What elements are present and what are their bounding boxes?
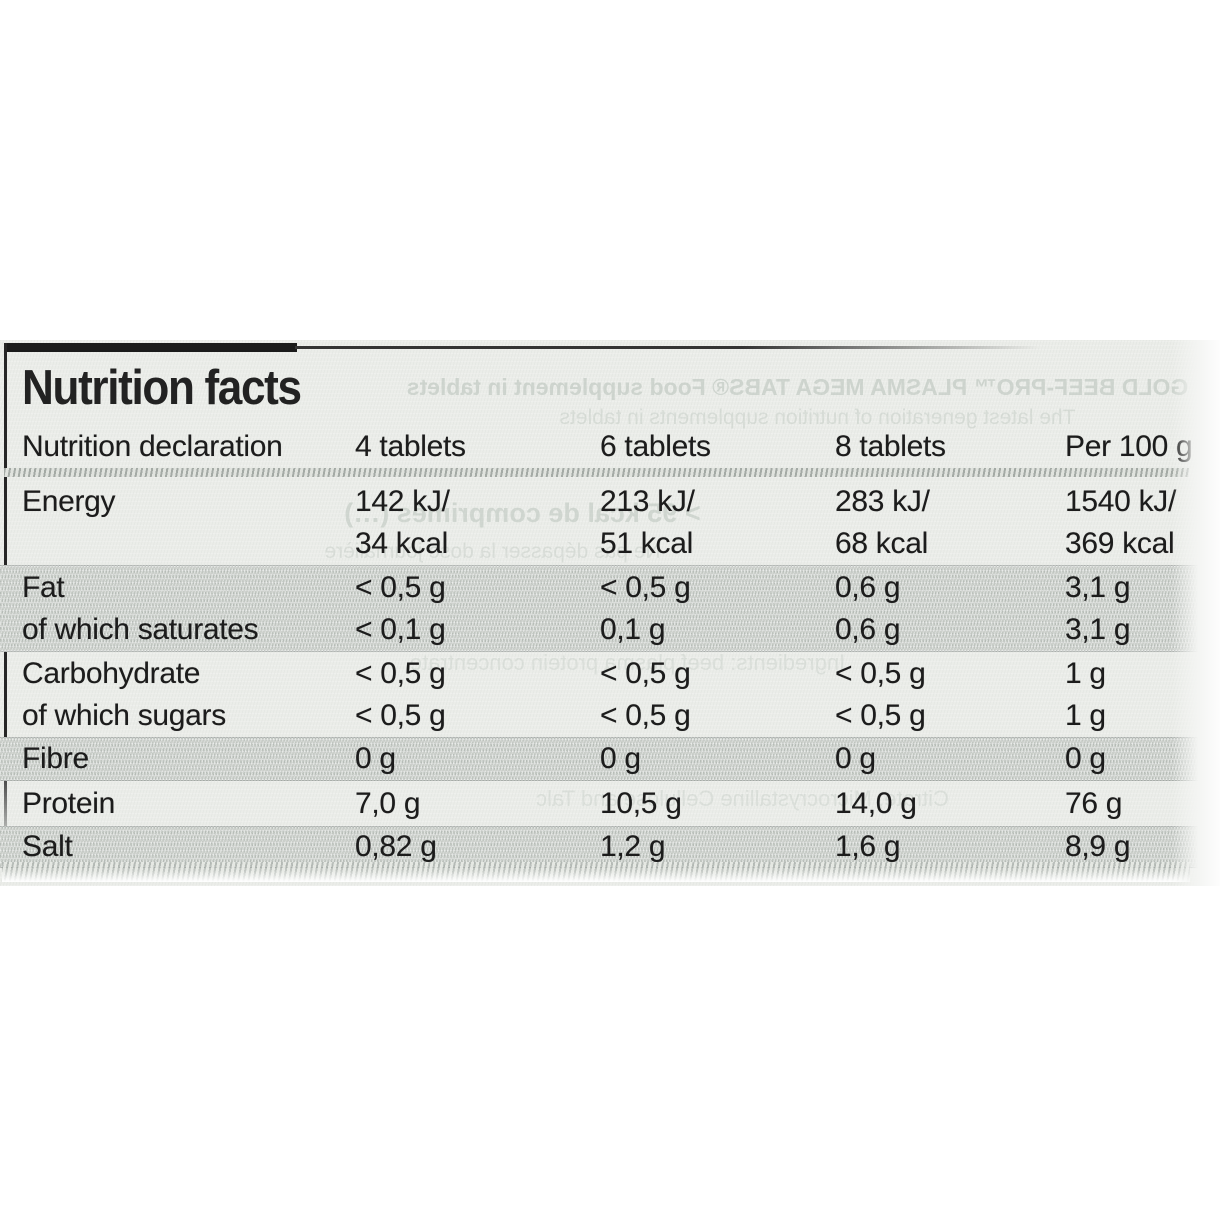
cell-fat-4tab: < 0,5 g — [355, 570, 446, 604]
cell-energy-100g: 1540 kJ/ 369 kcal — [1065, 485, 1177, 560]
cell-salt-4tab: 0,82 g — [355, 830, 437, 863]
top-border-thin — [295, 346, 1040, 349]
label-title: Nutrition facts — [22, 361, 302, 415]
cell-salt-100g: 8,9 g — [1065, 830, 1131, 863]
table-header-row: Nutrition declaration 4 tablets 6 tablet… — [0, 420, 1220, 470]
cell-fibre-8tab: 0 g — [835, 742, 876, 775]
cell-sugars-8tab: < 0,5 g — [835, 699, 926, 732]
row-label: Carbohydrate — [22, 656, 201, 690]
cell-carb-4tab: < 0,5 g — [355, 656, 446, 690]
header-8-tablets: 8 tablets — [835, 430, 946, 463]
table-row-carbohydrate: Carbohydrate < 0,5 g < 0,5 g < 0,5 g 1 g — [0, 652, 1220, 695]
cell-sugars-6tab: < 0,5 g — [600, 699, 691, 732]
cell-protein-6tab: 10,5 g — [600, 786, 682, 820]
header-per-100g: Per 100 g — [1065, 430, 1193, 463]
cell-salt-6tab: 1,2 g — [600, 830, 666, 863]
table-row-fibre: Fibre 0 g 0 g 0 g 0 g — [0, 738, 1220, 780]
table-row-saturates: of which saturates < 0,1 g 0,1 g 0,6 g 3… — [0, 609, 1220, 651]
cell-salt-8tab: 1,6 g — [835, 830, 901, 863]
right-edge-fade — [1172, 340, 1220, 886]
row-label: Fibre — [22, 742, 89, 775]
band-fibre: Fibre 0 g 0 g 0 g 0 g — [0, 737, 1220, 781]
nutrition-table: Nutrition declaration 4 tablets 6 tablet… — [0, 340, 1220, 886]
cell-sugars-4tab: < 0,5 g — [355, 699, 446, 732]
header-4-tablets: 4 tablets — [355, 430, 466, 463]
band-fat: Fat < 0,5 g < 0,5 g 0,6 g 3,1 g of which… — [0, 565, 1220, 652]
cell-saturates-4tab: < 0,1 g — [355, 613, 446, 646]
band-protein: Protein 7,0 g 10,5 g 14,0 g 76 g — [0, 781, 1220, 826]
table-row-fat: Fat < 0,5 g < 0,5 g 0,6 g 3,1 g — [0, 566, 1220, 609]
table-row-sugars: of which sugars < 0,5 g < 0,5 g < 0,5 g … — [0, 695, 1220, 737]
header-6-tablets: 6 tablets — [600, 430, 711, 463]
cell-sugars-100g: 1 g — [1065, 699, 1106, 732]
table-row-energy: Energy 142 kJ/ 34 kcal 213 kJ/ 51 kcal 2… — [0, 480, 1220, 565]
cell-protein-100g: 76 g — [1065, 786, 1123, 820]
bottom-border — [2, 862, 1190, 882]
cell-saturates-6tab: 0,1 g — [600, 613, 666, 646]
band-energy: Energy 142 kJ/ 34 kcal 213 kJ/ 51 kcal 2… — [0, 480, 1220, 565]
cell-carb-6tab: < 0,5 g — [600, 656, 691, 690]
cell-fibre-6tab: 0 g — [600, 742, 641, 775]
row-label: Salt — [22, 830, 73, 863]
row-label: Fat — [22, 570, 65, 604]
nutrition-label: GOLD BEEF-PRO™ PLASMA MEGA TABS® Food su… — [0, 340, 1220, 886]
header-nutrition-declaration: Nutrition declaration — [22, 430, 283, 463]
table-body: Energy 142 kJ/ 34 kcal 213 kJ/ 51 kcal 2… — [0, 480, 1220, 868]
table-row-protein: Protein 7,0 g 10,5 g 14,0 g 76 g — [0, 781, 1220, 826]
table-row-salt: Salt 0,82 g 1,2 g 1,6 g 8,9 g — [0, 827, 1220, 867]
cell-fat-8tab: 0,6 g — [835, 570, 901, 604]
cell-saturates-8tab: 0,6 g — [835, 613, 901, 646]
cell-fibre-100g: 0 g — [1065, 742, 1106, 775]
row-label: Protein — [22, 786, 115, 820]
cell-fat-100g: 3,1 g — [1065, 570, 1131, 604]
top-border-thick — [5, 343, 297, 352]
header-separator — [4, 468, 1189, 477]
cell-protein-8tab: 14,0 g — [835, 786, 917, 820]
band-carbohydrate: Carbohydrate < 0,5 g < 0,5 g < 0,5 g 1 g… — [0, 652, 1220, 737]
cell-protein-4tab: 7,0 g — [355, 786, 421, 820]
cell-fat-6tab: < 0,5 g — [600, 570, 691, 604]
row-label: of which saturates — [22, 613, 259, 646]
cell-energy-6tab: 213 kJ/ 51 kcal — [600, 485, 695, 560]
cell-carb-8tab: < 0,5 g — [835, 656, 926, 690]
band-salt: Salt 0,82 g 1,2 g 1,6 g 8,9 g — [0, 826, 1220, 868]
row-label: Energy — [22, 485, 116, 518]
cell-carb-100g: 1 g — [1065, 656, 1106, 690]
cell-fibre-4tab: 0 g — [355, 742, 396, 775]
row-label: of which sugars — [22, 699, 226, 732]
cell-energy-4tab: 142 kJ/ 34 kcal — [355, 485, 450, 560]
cell-energy-8tab: 283 kJ/ 68 kcal — [835, 485, 930, 560]
cell-saturates-100g: 3,1 g — [1065, 613, 1131, 646]
